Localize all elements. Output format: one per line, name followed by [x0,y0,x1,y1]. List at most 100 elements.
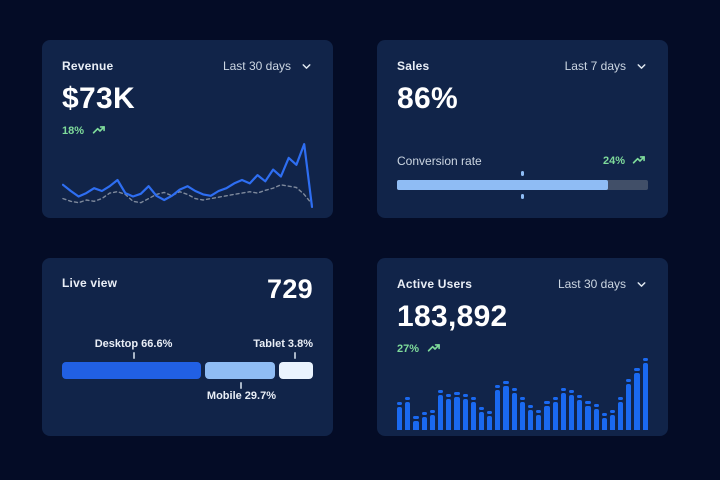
bar [454,392,460,430]
bar-cap [528,405,534,409]
segment-desktop [62,362,201,379]
revenue-delta: 18% [62,124,85,137]
segment-leader-tick [240,382,243,389]
active-users-card-header: Active Users Last 30 days [397,276,648,292]
revenue-card-header: Revenue Last 30 days [62,58,313,74]
bar-body [585,406,591,430]
segment-tablet [278,362,313,379]
bar-body [552,402,558,430]
active-users-card-title: Active Users [397,277,473,291]
revenue-value: $73K [62,82,135,115]
bar [585,401,591,430]
bar-cap [577,395,583,399]
bar-body [397,407,403,430]
live-view-card: Live view 729 Desktop 66.6% Mobile 29.7% T… [42,258,333,436]
bar-body [446,398,452,430]
bar-cap [536,409,542,413]
conversion-rate-row: Conversion rate 24% [397,154,648,168]
active-users-bar-chart [397,357,648,430]
bar-cap [429,409,435,413]
bar-cap [593,403,599,407]
bar [462,393,468,430]
bar [528,405,534,430]
stacked-bar [62,362,313,379]
revenue-card-title: Revenue [62,59,114,73]
bar [560,387,566,430]
bar [495,385,501,430]
bar-body [544,406,550,430]
sales-range-dropdown[interactable]: Last 7 days [565,59,648,73]
active-users-range-dropdown[interactable]: Last 30 days [558,277,648,291]
bar-cap [421,411,427,415]
bar-cap [642,357,648,361]
trend-up-icon [632,156,645,164]
bar-cap [519,397,525,401]
bar-cap [454,392,460,396]
bar [552,397,558,430]
bar-cap [446,393,452,397]
chevron-down-icon [637,63,646,69]
active-users-delta-row: 27% [397,342,648,356]
live-view-title: Live view [62,276,118,290]
bar-body [618,402,624,430]
bar-cap [437,390,444,394]
line-series-previous-period [62,183,313,205]
bar-cap [601,412,607,416]
bar-body [478,411,485,430]
bar-body [609,414,616,430]
bar-cap [503,380,509,384]
bar-cap [568,390,575,394]
live-view-value: 729 [267,274,313,304]
bar-body [642,362,648,430]
bar-cap [405,397,411,401]
conversion-rate-label: Conversion rate [397,154,482,168]
live-view-header: Live view 729 [62,274,313,305]
bar-cap [413,415,419,419]
bar-body [413,420,419,430]
midpoint-marker-tick [521,194,524,199]
conversion-progress-bar [397,171,648,199]
bar [519,397,525,430]
revenue-range-dropdown[interactable]: Last 30 days [223,59,313,73]
bar-body [487,416,493,430]
bar-cap [609,409,616,413]
bar [609,409,616,430]
sales-range-label: Last 7 days [564,59,626,73]
line-series-current-period [62,142,313,208]
active-users-value: 183,892 [397,300,508,333]
segment-label-desktop: Desktop 66.6% [94,338,173,350]
bar-cap [478,406,485,410]
active-users-delta: 27% [397,342,420,355]
bar [511,387,517,430]
chevron-down-icon [637,281,646,287]
bar [470,397,476,430]
bar-cap [626,379,632,383]
bar-cap [511,387,517,391]
bar-cap [634,368,640,372]
device-share-chart: Desktop 66.6% Mobile 29.7% Tablet 3.8% [62,338,313,406]
bar-body [462,398,468,430]
bar [634,368,640,430]
chevron-down-icon [302,63,311,69]
bar-body [568,395,575,430]
trend-up-icon [427,343,440,352]
bar [446,393,452,430]
segment-label-mobile: Mobile 29.7% [206,390,276,402]
bar-body [577,400,583,430]
bar-cap [487,411,493,415]
segment-label-tablet: Tablet 3.8% [253,338,313,350]
sales-value: 86% [397,82,458,115]
bar-body [536,414,542,430]
revenue-range-label: Last 30 days [222,59,291,73]
sales-card-header: Sales Last 7 days [397,58,648,74]
bar-body [593,408,599,430]
progress-fill [397,180,608,190]
bar [536,409,542,430]
segment-leader-tick [132,352,135,359]
bar-body [634,373,640,430]
bar-body [519,402,525,430]
bar [478,406,485,430]
sales-card: Sales Last 7 days 86% Conversion rate 24… [377,40,668,218]
bar-cap [462,393,468,397]
bar [593,403,599,430]
